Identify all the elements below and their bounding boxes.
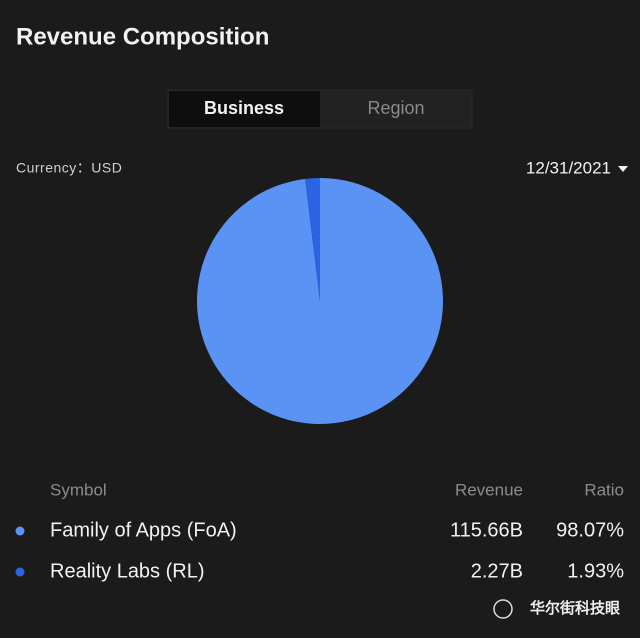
row-ratio: 98.07% [556,519,624,541]
row-name: Reality Labs (RL) [50,560,205,582]
title: Revenue Composition [16,23,269,50]
tab[interactable]: Business [204,98,284,118]
watermark-icon [493,599,513,619]
column-header: Symbol [50,480,107,499]
watermark: 华尔街科技眼 [530,599,620,617]
legend-dot [15,526,25,536]
column-header: Revenue [455,480,523,499]
currency: Currency：USD [16,160,122,176]
tab-active[interactable] [169,91,320,127]
row-revenue: 2.27B [471,560,523,582]
dropdown-arrow[interactable] [618,166,628,172]
row-name: Family of Apps (FoA) [50,519,237,541]
tab[interactable]: Region [367,98,424,118]
date-picker[interactable]: 12/31/2021 [526,158,611,177]
row-revenue: 115.66B [450,519,523,541]
row-ratio: 1.93% [567,560,624,582]
column-header: Ratio [584,480,624,499]
pie-slice [197,178,444,425]
legend-dot [15,567,25,577]
pie-slice [305,178,320,301]
